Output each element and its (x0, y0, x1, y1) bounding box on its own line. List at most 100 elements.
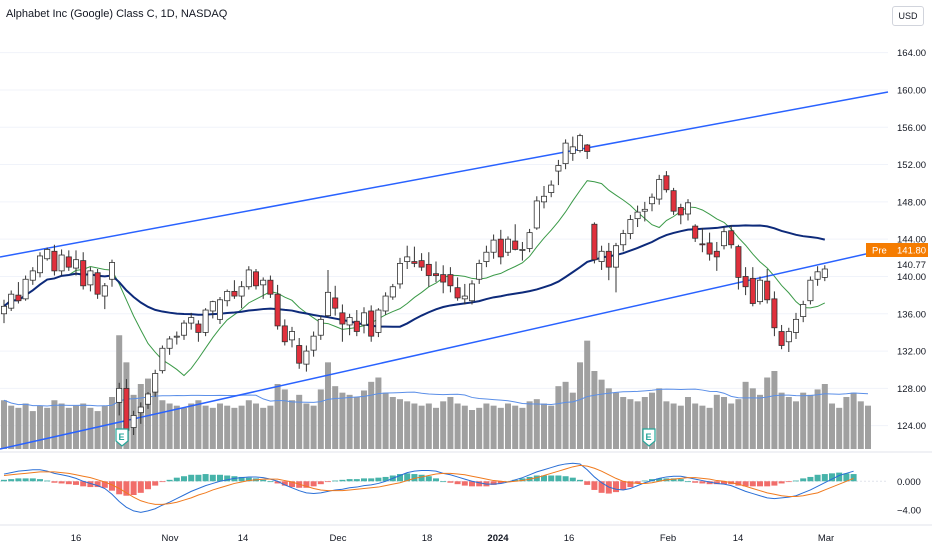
volume-bar (346, 394, 353, 449)
macd-histogram-bar (757, 481, 763, 487)
volume-bar (245, 400, 252, 449)
volume-bar (497, 407, 504, 449)
candle (468, 280, 475, 305)
macd-histogram-bar (51, 481, 58, 483)
candle (8, 290, 15, 311)
macd-histogram-bar (22, 478, 29, 482)
trendline-upper[interactable] (0, 91, 889, 258)
macd-histogram-bar (209, 474, 216, 482)
candle (598, 245, 605, 270)
candle (713, 241, 720, 271)
candle (749, 267, 756, 307)
price-axis[interactable]: 164.00 160.00 156.00 152.00 148.00 144.00 140.… (897, 48, 926, 517)
volume-bar (749, 388, 756, 449)
volume-bar (317, 389, 324, 449)
macd-histogram-bar (512, 479, 519, 482)
macd-histogram-bar (173, 477, 180, 482)
macd-histogram-bar (577, 479, 583, 482)
macd-histogram-bar (735, 481, 742, 486)
volume-bar (289, 400, 295, 449)
candle (346, 313, 353, 336)
candle (771, 291, 778, 337)
candle (303, 345, 310, 372)
volume-bar (238, 405, 245, 449)
price-tick-label: 140.00 (897, 272, 926, 283)
volume-bar (742, 381, 749, 449)
earnings-marker-oct[interactable]: E (115, 428, 129, 447)
candle (15, 282, 22, 304)
volume-bar (469, 410, 475, 449)
macd-histogram-bar (123, 481, 130, 496)
macd-histogram-bar (829, 473, 835, 482)
macd-histogram-bar (274, 481, 281, 484)
macd-histogram-bar (620, 481, 627, 490)
volume-bar (260, 407, 267, 449)
candle (577, 133, 584, 153)
date-tick-label: 2024 (487, 533, 509, 544)
macd-histogram-bar (130, 481, 137, 495)
candle (94, 269, 101, 299)
volume-bar (145, 378, 151, 449)
macd-histogram-bar (260, 479, 267, 482)
candle (116, 382, 123, 416)
macd-histogram-bar (685, 481, 691, 483)
macd-histogram-bar (584, 481, 591, 485)
candle (605, 242, 612, 281)
volume-bar (613, 392, 619, 449)
candle (447, 267, 454, 293)
volume-bar (101, 405, 108, 449)
price-tick-label: 132.00 (897, 347, 926, 358)
candle (216, 296, 223, 325)
macd-histogram-bar (346, 479, 353, 482)
volume-bar (706, 407, 713, 449)
candle (512, 224, 519, 251)
volume-bar (764, 377, 771, 449)
candle (101, 283, 108, 310)
volume-bar (821, 384, 828, 449)
volume-bar (166, 403, 173, 449)
macd-histogram-bar (44, 480, 51, 482)
macd-histogram-bar (116, 481, 123, 495)
macd-histogram-bar (764, 481, 771, 487)
candle (649, 193, 656, 212)
macd-histogram-bar (562, 476, 569, 482)
candle (483, 245, 490, 268)
candle (173, 331, 180, 345)
candle (324, 269, 331, 318)
trendline-lower[interactable] (0, 248, 889, 450)
macd-histogram-bar (627, 481, 634, 488)
candle (73, 250, 80, 276)
candle (195, 320, 202, 342)
macd-histogram-bar (332, 480, 339, 482)
macd-histogram-bar (80, 481, 87, 487)
volume-bar (253, 403, 259, 449)
candle (454, 277, 461, 301)
candle (440, 265, 447, 294)
volume-bar (296, 394, 303, 449)
volume-bar (353, 397, 360, 449)
ma-fast-line (3, 180, 826, 377)
signal-line (3, 464, 854, 505)
date-axis[interactable]: 16 Nov 14 Dec 18 2024 16 Feb 14 Mar (71, 533, 834, 544)
volume-bar (692, 403, 699, 449)
volume-bar (397, 399, 403, 449)
volume-bar (433, 407, 439, 449)
candle (757, 276, 764, 305)
earnings-markers[interactable]: E E (115, 428, 656, 447)
macd-histogram-bar (152, 481, 159, 486)
macd-histogram-bar (109, 481, 115, 491)
volume-bar (51, 400, 58, 449)
macd-histogram-bar (656, 478, 663, 482)
date-tick-label: Nov (162, 533, 179, 544)
volume-bar (512, 405, 519, 449)
candle (404, 245, 411, 270)
volume-bar (94, 411, 101, 449)
candle (504, 236, 511, 256)
currency-button[interactable]: USD (892, 6, 924, 26)
candle (202, 308, 209, 337)
volume-bar (58, 403, 65, 449)
earnings-marker-jan[interactable]: E (642, 428, 656, 447)
date-tick-label: 14 (733, 533, 744, 544)
macd-histogram-bar (397, 474, 403, 482)
